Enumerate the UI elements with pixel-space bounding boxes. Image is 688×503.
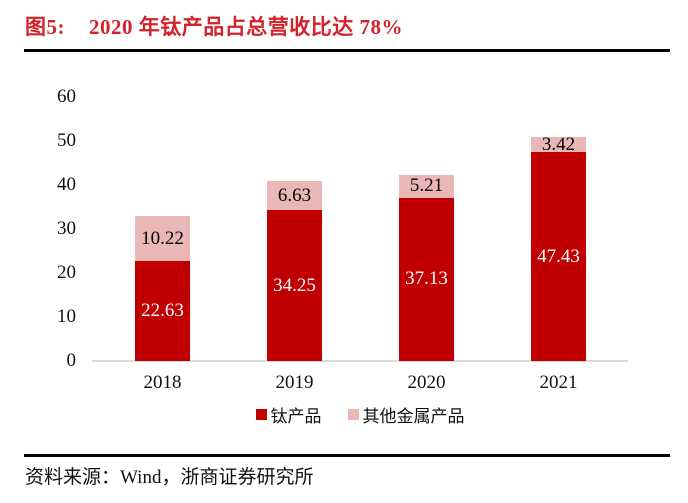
bar-segment-钛产品: 34.25 [267,210,322,361]
figure-title: 图5: 2020 年钛产品占总营收比达 78% [25,11,403,41]
x-axis-category-label: 2019 [275,372,314,393]
bar-segment-钛产品: 22.63 [135,261,190,361]
y-axis-tick-label: 30 [57,218,76,239]
y-axis-tick-label: 60 [57,86,76,107]
figure-label: 图5: [25,15,65,39]
footer-divider [24,454,670,457]
y-axis-tick-label: 20 [57,262,76,283]
y-axis-tick-label: 50 [57,130,76,151]
bar-segment-其他金属产品: 5.21 [399,174,454,198]
bar-segment-其他金属产品: 10.22 [135,216,190,262]
title-divider [24,49,670,52]
y-axis-tick-label: 40 [57,174,76,195]
legend-swatch-icon [347,409,359,420]
y-axis-tick-label: 0 [66,350,77,371]
legend-item-其他金属产品: 其他金属产品 [347,402,465,427]
legend-swatch-icon [255,409,267,420]
bar-segment-其他金属产品: 6.63 [267,181,322,211]
x-axis-category-label: 2018 [143,372,182,393]
legend-label: 其他金属产品 [362,407,465,426]
x-axis-category-label: 2021 [539,372,578,393]
chart-legend: 钛产品 其他金属产品 [92,402,628,427]
y-axis-tick-label: 10 [57,306,76,327]
source-note: 资料来源：Wind，浙商证券研究所 [25,467,314,488]
legend-label: 钛产品 [270,407,322,426]
bar-segment-钛产品: 37.13 [399,197,454,361]
legend-item-钛产品: 钛产品 [255,402,322,427]
x-axis-category-label: 2020 [407,372,446,393]
bar-segment-其他金属产品: 3.42 [531,134,586,155]
x-axis-line [92,360,628,362]
figure-title-text: 2020 年钛产品占总营收比达 78% [89,15,403,39]
bar-segment-钛产品: 47.43 [531,152,586,361]
